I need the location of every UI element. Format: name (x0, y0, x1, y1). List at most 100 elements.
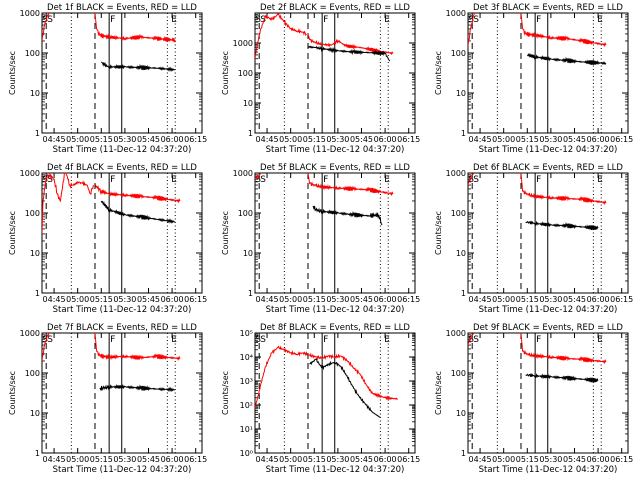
x-tick-label: 05:15 (303, 135, 326, 144)
y-axis-label: Counts/sec (8, 211, 17, 255)
x-tick-label: 05:00 (492, 135, 515, 144)
y-axis-label: Counts/sec (221, 371, 230, 415)
marker-label: S (468, 175, 474, 185)
y-tick-label: 1000 (233, 39, 253, 48)
lld-series-line (42, 13, 50, 42)
y-tick-label: 100 (25, 49, 40, 58)
marker-label: F (110, 335, 115, 345)
y-tick-label: 1000 (446, 169, 466, 178)
panel-title: Det 7f BLACK = Events, RED = LLD (47, 323, 197, 333)
x-tick-label: 05:00 (279, 295, 302, 304)
y-tick-label: 1000 (20, 329, 40, 338)
marker-label: E (384, 335, 390, 345)
y-tick-label: 100 (451, 209, 466, 218)
y-tick-label: 100 (25, 209, 40, 218)
x-tick-label: 05:15 (303, 295, 326, 304)
x-tick-label: 04:45 (43, 135, 66, 144)
marker-label: F (536, 15, 541, 25)
panel-title: Det 1f BLACK = Events, RED = LLD (47, 3, 197, 13)
y-tick-label: 10⁴ (240, 353, 253, 362)
marker-label: S (255, 335, 261, 345)
detector-panel-1: Det 1f BLACK = Events, RED = LLD S S F E 1 10 1… (8, 3, 207, 155)
marker-label: S (42, 335, 48, 345)
lld-series-line (520, 333, 607, 365)
events-series-line (526, 52, 607, 66)
y-tick-label: 100 (238, 209, 253, 218)
events-series-line (312, 205, 383, 226)
y-tick-label: 10 (243, 249, 253, 258)
y-tick-label: 1000 (20, 169, 40, 178)
x-tick-label: 05:45 (137, 135, 160, 144)
x-axis-label: Start Time (11-Dec-12 04:37:20) (53, 145, 192, 155)
y-axis-label: Counts/sec (8, 51, 17, 95)
lld-series-line (255, 345, 398, 409)
x-tick-label: 06:00 (161, 455, 184, 464)
x-axis-label: Start Time (11-Dec-12 04:37:20) (53, 305, 192, 315)
marker-label: E (384, 15, 390, 25)
y-tick-label: 1000 (446, 9, 466, 18)
x-tick-label: 06:15 (184, 295, 207, 304)
x-tick-label: 06:15 (610, 455, 633, 464)
x-tick-label: 06:00 (161, 135, 184, 144)
lld-series-line (94, 184, 181, 204)
x-tick-label: 05:15 (90, 295, 113, 304)
x-tick-label: 05:00 (66, 295, 89, 304)
x-tick-label: 05:15 (516, 135, 539, 144)
y-tick-label: 10 (456, 89, 466, 98)
x-tick-label: 05:30 (539, 135, 562, 144)
y-tick-label: 10 (243, 99, 253, 108)
x-axis-label: Start Time (11-Dec-12 04:37:20) (266, 145, 405, 155)
y-tick-label: 10³ (240, 377, 253, 386)
events-series-line (307, 45, 391, 62)
x-tick-label: 06:15 (397, 135, 420, 144)
y-tick-label: 10 (30, 249, 40, 258)
y-tick-label: 100 (451, 369, 466, 378)
events-series-line (309, 358, 381, 418)
y-tick-label: 100 (238, 69, 253, 78)
detector-panel-7: Det 7f BLACK = Events, RED = LLD S S F E 1 10 1… (8, 323, 207, 475)
marker-label: S (260, 15, 266, 25)
marker-label: S (42, 175, 48, 185)
x-tick-label: 04:45 (256, 295, 279, 304)
x-tick-label: 05:15 (90, 135, 113, 144)
y-tick-label: 10⁰ (240, 449, 253, 458)
y-tick-label: 1 (35, 289, 40, 298)
x-tick-label: 04:45 (43, 295, 66, 304)
x-tick-label: 05:15 (303, 455, 326, 464)
x-tick-label: 05:00 (279, 135, 302, 144)
detector-panel-6: Det 6f BLACK = Events, RED = LLD S S F E 1 10 1… (434, 163, 633, 315)
marker-label: F (110, 15, 115, 25)
y-tick-label: 1 (35, 129, 40, 138)
marker-label: E (597, 15, 603, 25)
marker-label: S (255, 175, 261, 185)
panel-title: Det 4f BLACK = Events, RED = LLD (47, 163, 197, 173)
y-tick-label: 1000 (233, 169, 253, 178)
marker-label: S (260, 175, 266, 185)
y-tick-label: 1 (248, 289, 253, 298)
y-tick-label: 10 (30, 409, 40, 418)
x-axis-label: Start Time (11-Dec-12 04:37:20) (53, 465, 192, 475)
lld-series-line (255, 173, 262, 180)
y-axis-label: Counts/sec (434, 371, 443, 415)
marker-label: S (468, 15, 474, 25)
marker-label: S (47, 335, 53, 345)
x-tick-label: 05:30 (113, 295, 136, 304)
y-tick-label: 10 (456, 249, 466, 258)
x-tick-label: 05:00 (66, 135, 89, 144)
x-tick-label: 05:45 (350, 455, 373, 464)
x-tick-label: 06:00 (374, 135, 397, 144)
marker-label: S (260, 335, 266, 345)
x-tick-label: 05:45 (350, 135, 373, 144)
marker-label: F (323, 175, 328, 185)
detector-panel-8: Det 8f BLACK = Events, RED = LLD S S F E 10⁰ 1… (221, 323, 420, 475)
x-tick-label: 05:00 (279, 455, 302, 464)
panel-title: Det 8f BLACK = Events, RED = LLD (260, 323, 410, 333)
y-tick-label: 10 (456, 409, 466, 418)
x-tick-label: 05:00 (66, 455, 89, 464)
x-tick-label: 06:00 (374, 455, 397, 464)
y-tick-label: 100 (25, 369, 40, 378)
marker-label: S (42, 15, 48, 25)
x-tick-label: 06:15 (610, 135, 633, 144)
y-axis-label: Counts/sec (221, 51, 230, 95)
panel-title: Det 9f BLACK = Events, RED = LLD (473, 323, 623, 333)
